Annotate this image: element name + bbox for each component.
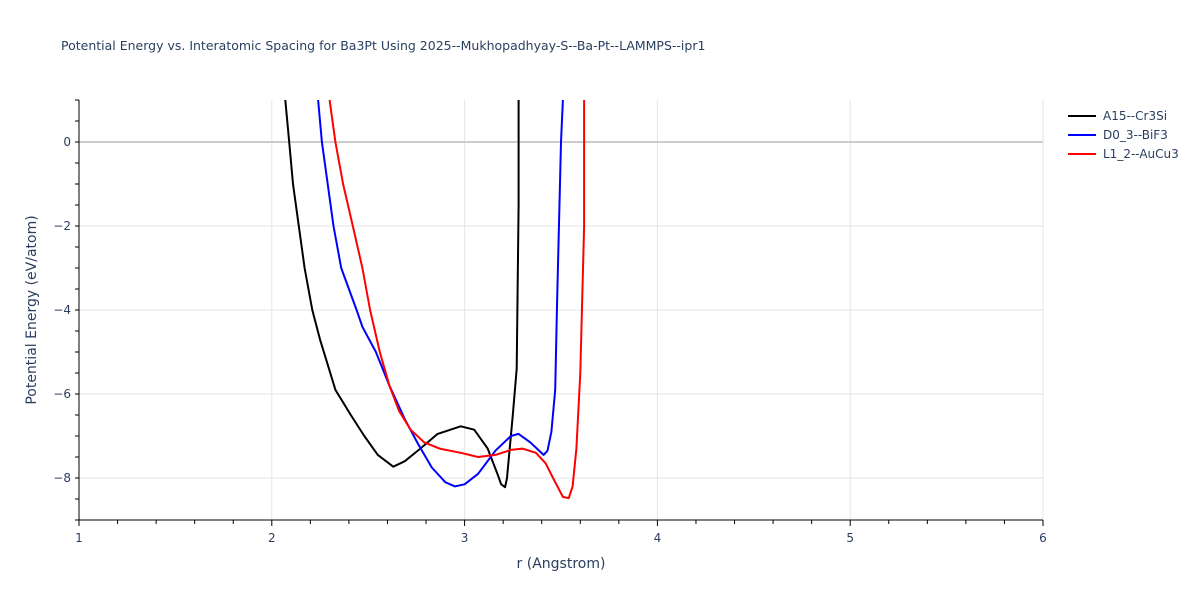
x-tick-label: 2 [268,531,276,545]
legend-swatch-icon [1068,152,1096,155]
y-tick-label: −8 [53,471,71,485]
legend-swatch-icon [1068,133,1096,136]
axes: 1 2 3 4 5 6 0 −2 −4 −6 −8 [53,99,1047,545]
y-tick-label: −2 [53,219,71,233]
chart-title: Potential Energy vs. Interatomic Spacing… [61,38,706,53]
legend-item[interactable]: L1_2--AuCu3 [1068,144,1179,163]
trace-line[interactable] [284,100,520,489]
legend-item[interactable]: A15--Cr3Si [1068,106,1179,125]
x-axis-title: r (Angstrom) [517,556,606,572]
legend: A15--Cr3Si D0_3--BiF3 L1_2--AuCu3 [1068,106,1179,163]
y-axis-title: Potential Energy (eV/atom) [24,215,40,404]
x-tick-label: 1 [75,531,83,545]
legend-item[interactable]: D0_3--BiF3 [1068,125,1179,144]
x-tick-label: 5 [846,531,854,545]
gridlines [79,100,1044,520]
x-tick-label: 4 [654,531,662,545]
legend-swatch-icon [1068,114,1096,117]
trace-line[interactable] [328,100,586,500]
legend-label: D0_3--BiF3 [1103,127,1168,142]
x-tick-label: 3 [461,531,469,545]
x-tick-label: 6 [1039,531,1047,545]
y-tick-label: 0 [63,135,71,149]
legend-label: L1_2--AuCu3 [1103,146,1179,161]
legend-label: A15--Cr3Si [1103,108,1168,123]
y-tick-label: −6 [53,387,71,401]
y-tick-label: −4 [53,303,71,317]
traces [284,100,586,500]
trace-line[interactable] [317,100,564,488]
